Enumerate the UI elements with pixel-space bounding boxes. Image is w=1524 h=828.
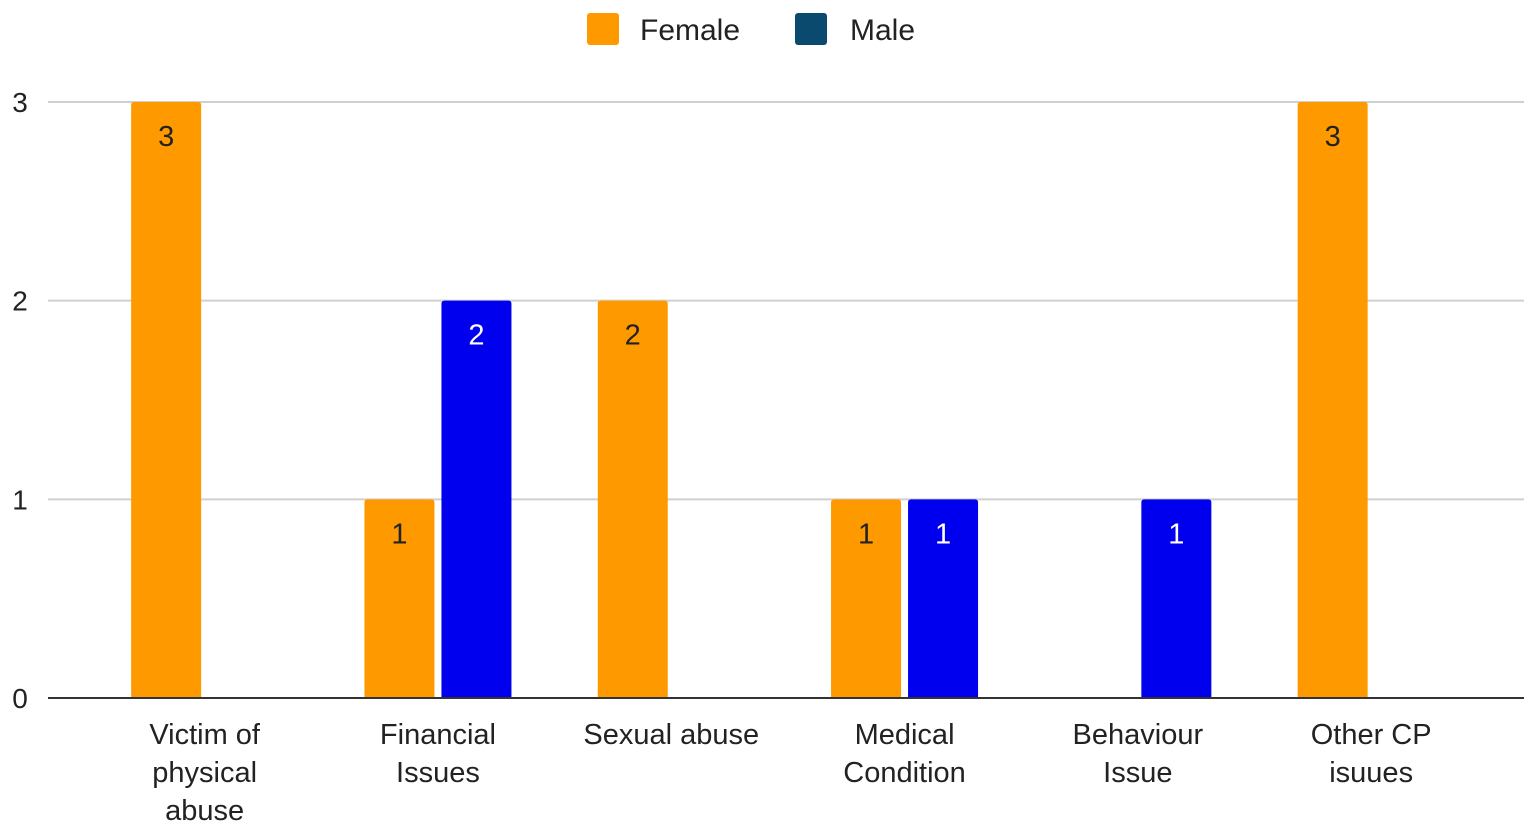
bar-value-label: 1: [935, 518, 951, 550]
x-category-label: Other CP isuues: [1311, 719, 1432, 789]
y-tick-label: 1: [12, 484, 28, 515]
bar-female: [831, 499, 902, 698]
y-tick-label: 3: [12, 87, 28, 118]
bar-value-label: 2: [468, 320, 484, 352]
x-category-label: Financial Issues: [380, 719, 496, 789]
legend-swatch-female: [587, 13, 619, 45]
y-tick-label: 2: [12, 286, 28, 317]
legend: Female Male: [587, 13, 915, 47]
x-category-label: Sexual abuse: [583, 719, 759, 751]
bar-female: [364, 499, 435, 698]
x-category-label: Medical Condition: [843, 719, 966, 789]
legend-label-female: Female: [640, 14, 740, 47]
bar-female: [1297, 102, 1368, 698]
bar-value-label: 3: [1325, 121, 1341, 153]
bar-value-label: 2: [625, 320, 641, 352]
bar-male: [441, 300, 512, 698]
bar-male: [1141, 499, 1212, 698]
bar-value-label: 1: [858, 518, 874, 550]
y-axis-ticks: 0 1 2 3: [12, 87, 28, 714]
bar-female: [597, 300, 668, 698]
bar-value-label: 1: [1168, 518, 1184, 550]
bar-male: [908, 499, 979, 698]
bar-value-label: 1: [391, 518, 407, 550]
y-tick-label: 0: [12, 683, 28, 714]
legend-label-male: Male: [850, 14, 915, 47]
legend-swatch-male: [795, 13, 827, 45]
x-category-label: Victim of physical abuse: [149, 719, 261, 827]
bar-female: [131, 102, 202, 698]
data-labels: 3 1 2 2 1 1 1 3: [158, 121, 1341, 550]
bar-value-label: 3: [158, 121, 174, 153]
bars: [131, 102, 1368, 698]
gridlines: [48, 101, 1524, 501]
x-category-label: Behaviour Issue: [1073, 719, 1204, 789]
x-axis-categories: Victim of physical abuse Financial Issues Sex…: [149, 719, 1431, 827]
